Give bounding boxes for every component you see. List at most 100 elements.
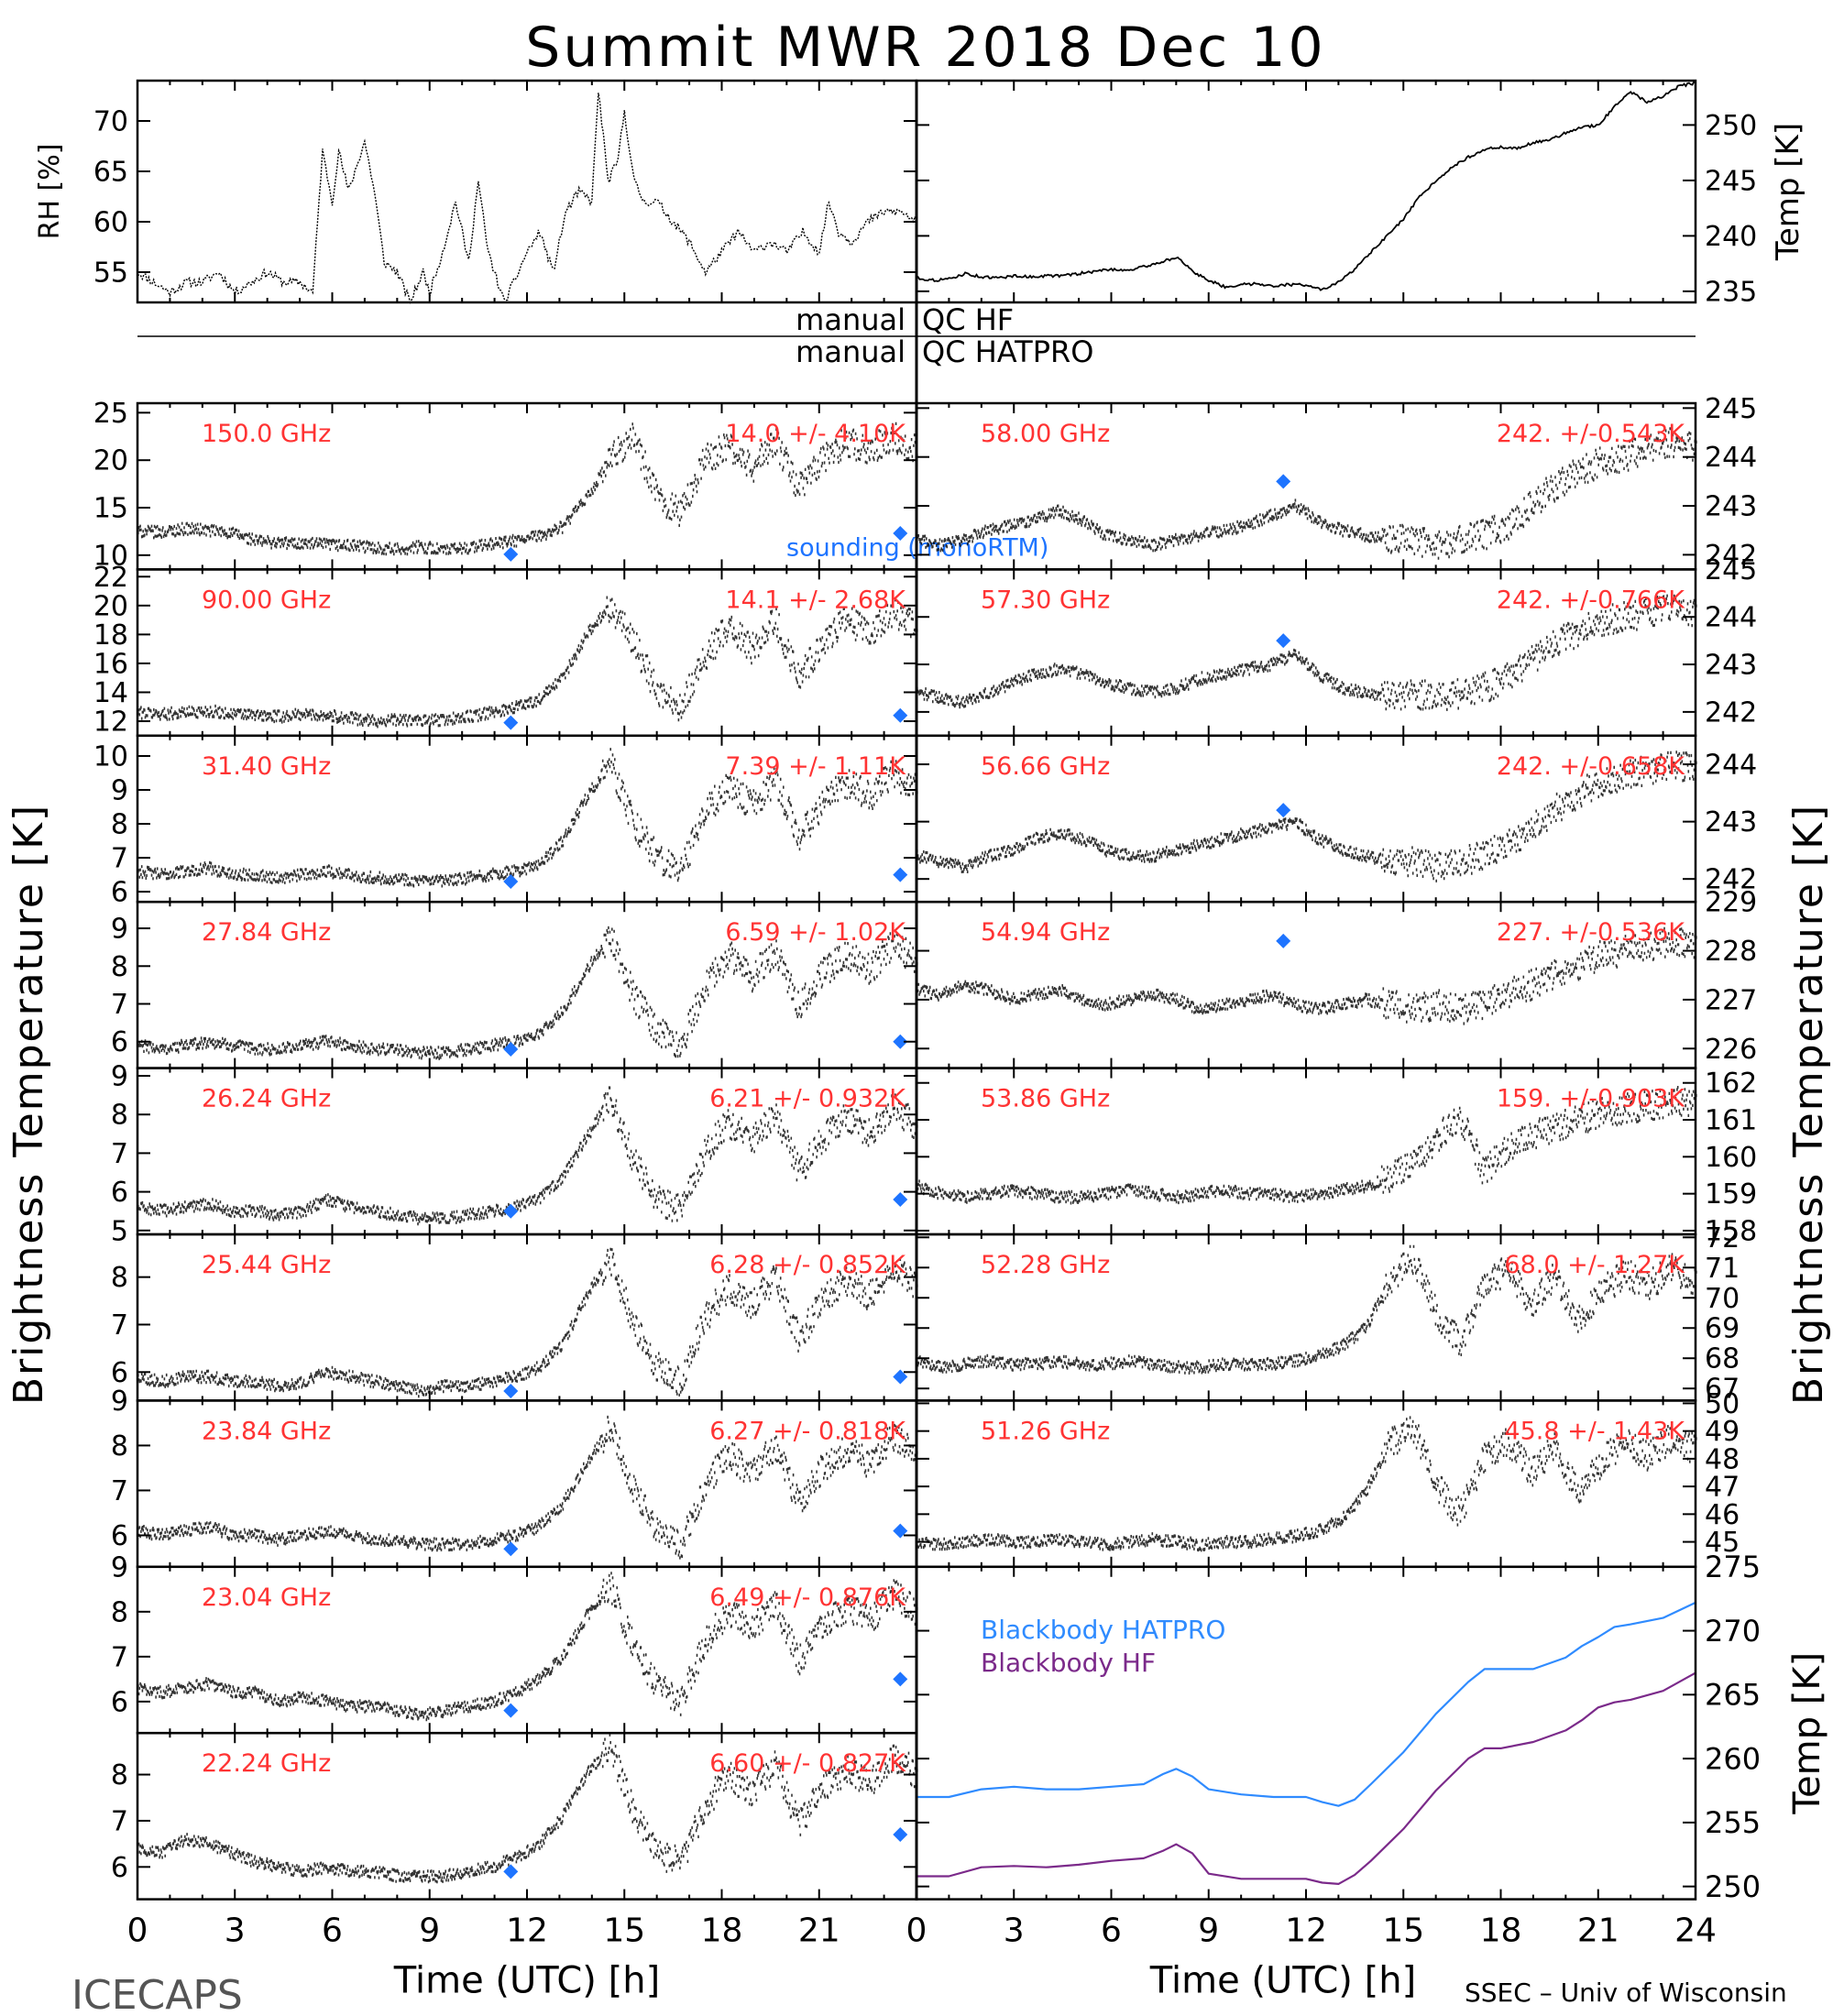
- y-tick-label: 18: [93, 619, 128, 652]
- y-tick-label: 7: [111, 989, 128, 1021]
- sounding-marker: [503, 546, 519, 562]
- y-tick-label: 6: [111, 1177, 128, 1209]
- y-tick-label: 161: [1705, 1105, 1757, 1137]
- channel-panel-ch2544: 6 7 8 25.44 GHz 6.28 +/- 0.852K: [111, 1233, 918, 1402]
- x-tick-label: 3: [225, 1912, 246, 1950]
- x-tick-label: 21: [798, 1912, 840, 1950]
- y-tick-label: 15: [93, 493, 128, 525]
- y-tick-label: 250: [1705, 110, 1757, 142]
- x-tick-label: 24: [1674, 1912, 1717, 1950]
- channel-panel-ch2384: 6 7 8 9 23.84 GHz 6.27 +/- 0.818K: [111, 1386, 918, 1569]
- sounding-marker: [503, 1864, 519, 1879]
- y-tick-label: 72: [1705, 1222, 1740, 1255]
- y-tick-label: 9: [111, 1551, 128, 1583]
- channel-stats-label: 159. +/-0.903K: [1497, 1085, 1685, 1113]
- y-tick-label: 245: [1705, 554, 1757, 586]
- temp-axis-label: Temp [K]: [1770, 123, 1806, 261]
- channel-frequency-label: 23.84 GHz: [202, 1417, 331, 1445]
- y-tick-label: 227: [1705, 984, 1757, 1016]
- channel-stats-label: 7.39 +/- 1.11K: [725, 752, 906, 781]
- channel-stats-label: 227. +/-0.536K: [1497, 918, 1685, 947]
- y-tick-label: 244: [1705, 750, 1757, 782]
- y-tick-label: 16: [93, 648, 128, 680]
- y-tick-label: 242: [1705, 696, 1757, 729]
- ch2624-xticks: [137, 1068, 917, 1234]
- sounding-marker: [893, 1671, 908, 1687]
- x-tick-label: 12: [506, 1912, 548, 1950]
- sounding-marker: [1276, 474, 1291, 489]
- channel-stats-label: 242. +/-0.658K: [1497, 752, 1685, 781]
- y-tick-label: 9: [111, 1386, 128, 1418]
- y-tick-label: 7: [111, 1475, 128, 1507]
- temp-series-line: [916, 81, 1696, 291]
- y-tick-label: 67: [1705, 1374, 1740, 1406]
- y-tick-label: 7: [111, 843, 128, 875]
- y-tick-label: 244: [1705, 442, 1757, 474]
- y-tick-label: 6: [111, 877, 128, 909]
- blackbody-panel: 250 255 260 265 270 275 Blackbody HATPROBlackb…: [915, 1550, 1828, 1904]
- sounding-marker: [1276, 803, 1291, 818]
- sounding-marker: [893, 1369, 908, 1385]
- time-axes: 0 3 6 9 12 15 18 21 0 3 6 9 12 15 18 21 24 Time (UTC) [h]…: [127, 1912, 1717, 2002]
- y-tick-label: 7: [111, 1641, 128, 1673]
- ch5666-yticks: 242 243 244: [916, 750, 1757, 896]
- y-tick-label: 8: [111, 1759, 128, 1791]
- x-tick-label: 6: [322, 1912, 343, 1950]
- x-tick-label: 0: [906, 1912, 927, 1950]
- qc-hf-right-label: QC HF: [922, 302, 1014, 337]
- blackbody-yticks: 250 255 260 265 270 275: [916, 1550, 1761, 1904]
- qc-hatpro-left-label: manual: [796, 334, 906, 369]
- y-tick-label: 243: [1705, 650, 1757, 682]
- sounding-marker: [893, 526, 908, 542]
- sounding-marker: [503, 1384, 519, 1399]
- ch90-tb-trace: [137, 596, 918, 729]
- ch2224-xticks: [137, 1733, 917, 1900]
- y-tick-label: 6: [111, 1026, 128, 1058]
- sounding-marker: [503, 1041, 519, 1057]
- y-tick-label: 69: [1705, 1313, 1740, 1345]
- channel-stats-label: 14.0 +/- 4.10K: [725, 420, 906, 448]
- y-tick-label: 260: [1705, 1741, 1761, 1776]
- ch5666-xticks: [916, 735, 1696, 903]
- channel-panel-ch5386: 158 159 160 161 162 53.86 GHz 159. +/-0.903K: [915, 1067, 1757, 1247]
- channel-frequency-label: 56.66 GHz: [981, 752, 1110, 781]
- channel-panel-ch2224: 6 7 8 22.24 GHz 6.60 +/- 0.827K: [111, 1731, 918, 1901]
- temp-frame: [915, 79, 1697, 304]
- y-tick-label: 20: [93, 445, 128, 477]
- channel-frequency-label: 150.0 GHz: [202, 420, 331, 448]
- rh-panel: 55 60 65 70 RH [%]: [34, 79, 918, 304]
- rh-series-line: [137, 93, 917, 304]
- y-tick-label: 65: [93, 157, 128, 189]
- y-tick-label: 6: [111, 1520, 128, 1552]
- channel-panel-ch5666: 242 243 244 56.66 GHz 242. +/-0.658K: [915, 734, 1757, 904]
- blackbody-legend-entry: Blackbody HF: [981, 1648, 1156, 1678]
- y-tick-label: 6: [111, 1852, 128, 1884]
- y-tick-label: 8: [111, 951, 128, 983]
- channel-frequency-label: 53.86 GHz: [981, 1085, 1110, 1113]
- channel-stats-label: 6.59 +/- 1.02K: [725, 918, 906, 947]
- y-tick-label: 8: [111, 809, 128, 841]
- sounding-marker: [893, 1827, 908, 1843]
- sounding-marker: [893, 867, 908, 882]
- x-tick-label: 18: [701, 1912, 743, 1950]
- sounding-marker: [503, 715, 519, 730]
- channel-frequency-label: 58.00 GHz: [981, 420, 1110, 448]
- y-tick-label: 9: [111, 914, 128, 946]
- rh-frame: [136, 79, 918, 304]
- channel-stats-label: 6.60 +/- 0.827K: [709, 1749, 906, 1778]
- channel-frequency-label: 22.24 GHz: [202, 1749, 331, 1778]
- channel-panel-ch5730: 242 243 244 245 57.30 GHz 242. +/-0.766K: [915, 554, 1757, 738]
- sounding-marker: [503, 873, 519, 889]
- rh-xticks: [137, 81, 917, 302]
- footer-left: ICECAPS: [71, 1972, 243, 2016]
- y-tick-label: 6: [111, 1357, 128, 1389]
- sounding-marker: [893, 1034, 908, 1049]
- ch5730-yticks: 242 243 244 245: [916, 554, 1757, 729]
- y-tick-label: 9: [111, 1061, 128, 1093]
- x-tick-label: 12: [1285, 1912, 1327, 1950]
- sounding-marker: [503, 1703, 519, 1718]
- y-tick-label: 159: [1705, 1178, 1757, 1211]
